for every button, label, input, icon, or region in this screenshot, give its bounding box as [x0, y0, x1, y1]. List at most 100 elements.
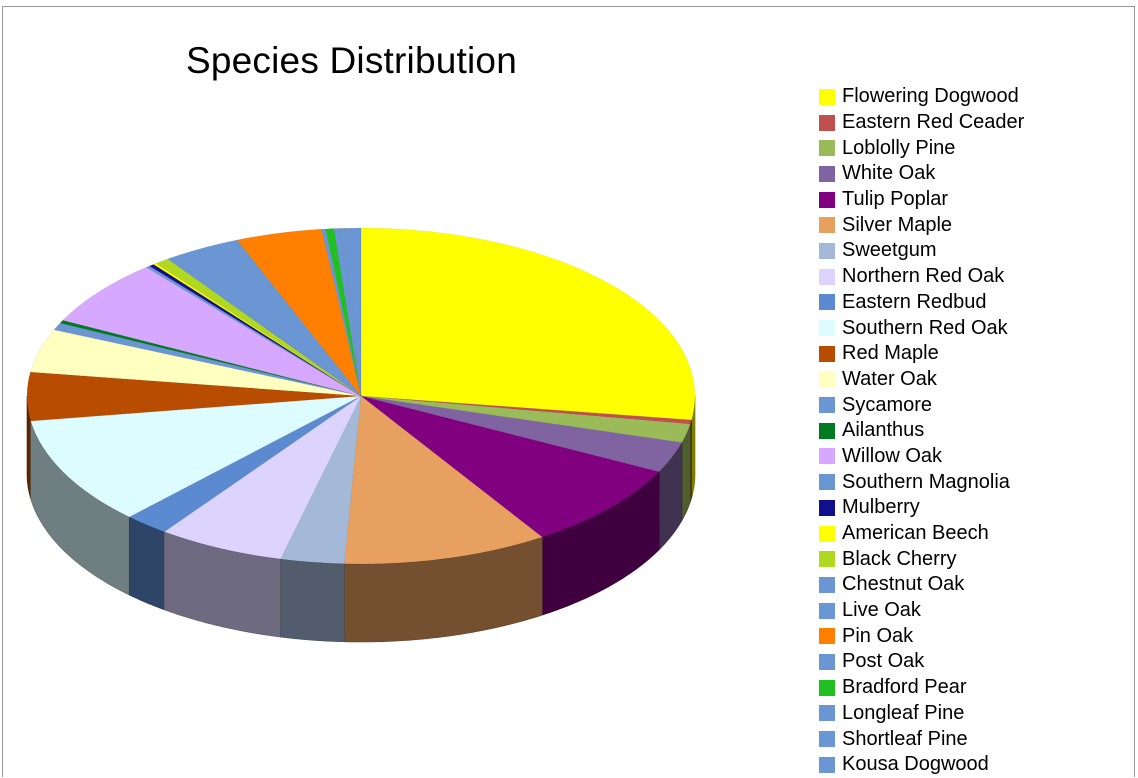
legend-item: Water Oak [819, 367, 1024, 393]
legend-label: Mulberry [842, 496, 920, 519]
legend-swatch [819, 345, 835, 362]
legend-swatch [819, 653, 835, 670]
legend-label: Black Cherry [842, 547, 957, 570]
pie-slice-post-oak [321, 228, 362, 397]
chart-title: Species Distribution [186, 40, 517, 81]
legend-swatch [819, 140, 835, 157]
legend-swatch [819, 576, 835, 593]
legend-item: Chestnut Oak [819, 572, 1024, 598]
legend-item: Shortleaf Pine [819, 726, 1024, 752]
pie-slice-chestnut-oak [167, 257, 362, 397]
legend-item: White Oak [819, 161, 1024, 187]
legend-swatch [819, 191, 835, 208]
legend-swatch [819, 397, 835, 414]
legend-label: Bradford Pear [842, 676, 967, 699]
legend-item: Ailanthus [819, 418, 1024, 444]
legend-label: Southern Magnolia [842, 470, 1010, 493]
legend-label: Water Oak [842, 367, 937, 390]
legend-label: Northern Red Oak [842, 265, 1005, 288]
pie-slice-ailanthus [59, 319, 362, 397]
legend-label: Eastern Red Ceader [842, 111, 1025, 134]
legend-swatch [819, 551, 835, 568]
pie-slice-white-oak [360, 395, 683, 473]
legend-label: Red Maple [842, 342, 939, 365]
pie-slice-kousa-dogwood [344, 227, 362, 397]
legend-item: Bradford Pear [819, 675, 1024, 701]
legend-swatch [819, 294, 835, 311]
legend-label: Kousa Dogwood [842, 753, 989, 776]
legend-swatch [819, 448, 835, 465]
pie-slice-southern-magnolia [145, 265, 362, 397]
legend-swatch [819, 88, 835, 105]
legend-item: Northern Red Oak [819, 264, 1024, 290]
legend-item: Eastern Redbud [819, 290, 1024, 316]
pie-wall-eastern-redbud [128, 516, 165, 611]
legend-swatch [819, 499, 835, 516]
legend-swatch [819, 217, 835, 234]
pie-slice-shortleaf-pine [339, 227, 362, 397]
legend-swatch [819, 628, 835, 645]
legend-swatch [819, 371, 835, 388]
pie-slice-silver-maple [344, 395, 543, 565]
legend-label: Chestnut Oak [842, 573, 965, 596]
legend-item: Willow Oak [819, 444, 1024, 470]
pie-slice-sweetgum [280, 395, 362, 565]
legend-swatch [819, 422, 835, 439]
legend-label: Southern Red Oak [842, 316, 1008, 339]
pie-slice-black-cherry [155, 258, 362, 397]
legend-label: Eastern Redbud [842, 290, 987, 313]
legend-label: Willow Oak [842, 444, 943, 467]
legend-label: Live Oak [842, 599, 921, 622]
legend-item: Southern Magnolia [819, 469, 1024, 495]
legend-item: Black Cherry [819, 546, 1024, 572]
pie-slice-eastern-red-ceader [360, 395, 692, 425]
pie-wall-sweetgum [280, 558, 345, 643]
legend: Flowering Dogwood Eastern Red Ceader Loblo… [819, 84, 1024, 778]
legend-swatch [819, 474, 835, 491]
legend-item: Mulberry [819, 495, 1024, 521]
pie-top-faces [26, 227, 696, 565]
legend-swatch [819, 242, 835, 259]
legend-item: Flowering Dogwood [819, 84, 1024, 110]
legend-item: Southern Red Oak [819, 315, 1024, 341]
pie-slice-red-maple [26, 371, 362, 422]
legend-item: Eastern Red Ceader [819, 110, 1024, 136]
pie-slice-eastern-redbud [128, 395, 362, 533]
legend-item: Silver Maple [819, 212, 1024, 238]
legend-item: Loblolly Pine [819, 135, 1024, 161]
pie-slice-willow-oak [62, 266, 362, 397]
legend-label: White Oak [842, 162, 936, 185]
legend-label: Silver Maple [842, 213, 953, 236]
pie-slice-bradford-pear [325, 228, 362, 397]
pie-slice-live-oak [170, 239, 362, 397]
legend-label: Shortleaf Pine [842, 727, 968, 750]
legend-item: Pin Oak [819, 623, 1024, 649]
legend-item: Longleaf Pine [819, 701, 1024, 727]
legend-item: Sweetgum [819, 238, 1024, 264]
legend-swatch [819, 705, 835, 722]
legend-label: Longleaf Pine [842, 701, 965, 724]
pie-slice-northern-red-oak [163, 395, 362, 560]
pie-slice-water-oak [30, 329, 362, 397]
pie-slice-mulberry [148, 263, 362, 397]
legend-swatch [819, 602, 835, 619]
legend-label: Tulip Poplar [842, 188, 948, 211]
legend-label: Ailanthus [842, 419, 925, 442]
legend-item: Tulip Poplar [819, 187, 1024, 213]
legend-swatch [819, 525, 835, 542]
legend-swatch [819, 731, 835, 748]
legend-label: Sycamore [842, 393, 933, 416]
legend-label: Sweetgum [842, 239, 937, 262]
legend-swatch [819, 756, 835, 773]
legend-swatch [819, 679, 835, 696]
legend-swatch [819, 268, 835, 285]
pie-slice-southern-red-oak [30, 395, 362, 518]
legend-label: Post Oak [842, 650, 925, 673]
legend-label: Pin Oak [842, 624, 914, 647]
legend-swatch [819, 114, 835, 131]
pie-slice-flowering-dogwood [360, 227, 696, 421]
legend-swatch [819, 165, 835, 182]
legend-label: Loblolly Pine [842, 136, 956, 159]
pie-side-walls [26, 396, 696, 643]
